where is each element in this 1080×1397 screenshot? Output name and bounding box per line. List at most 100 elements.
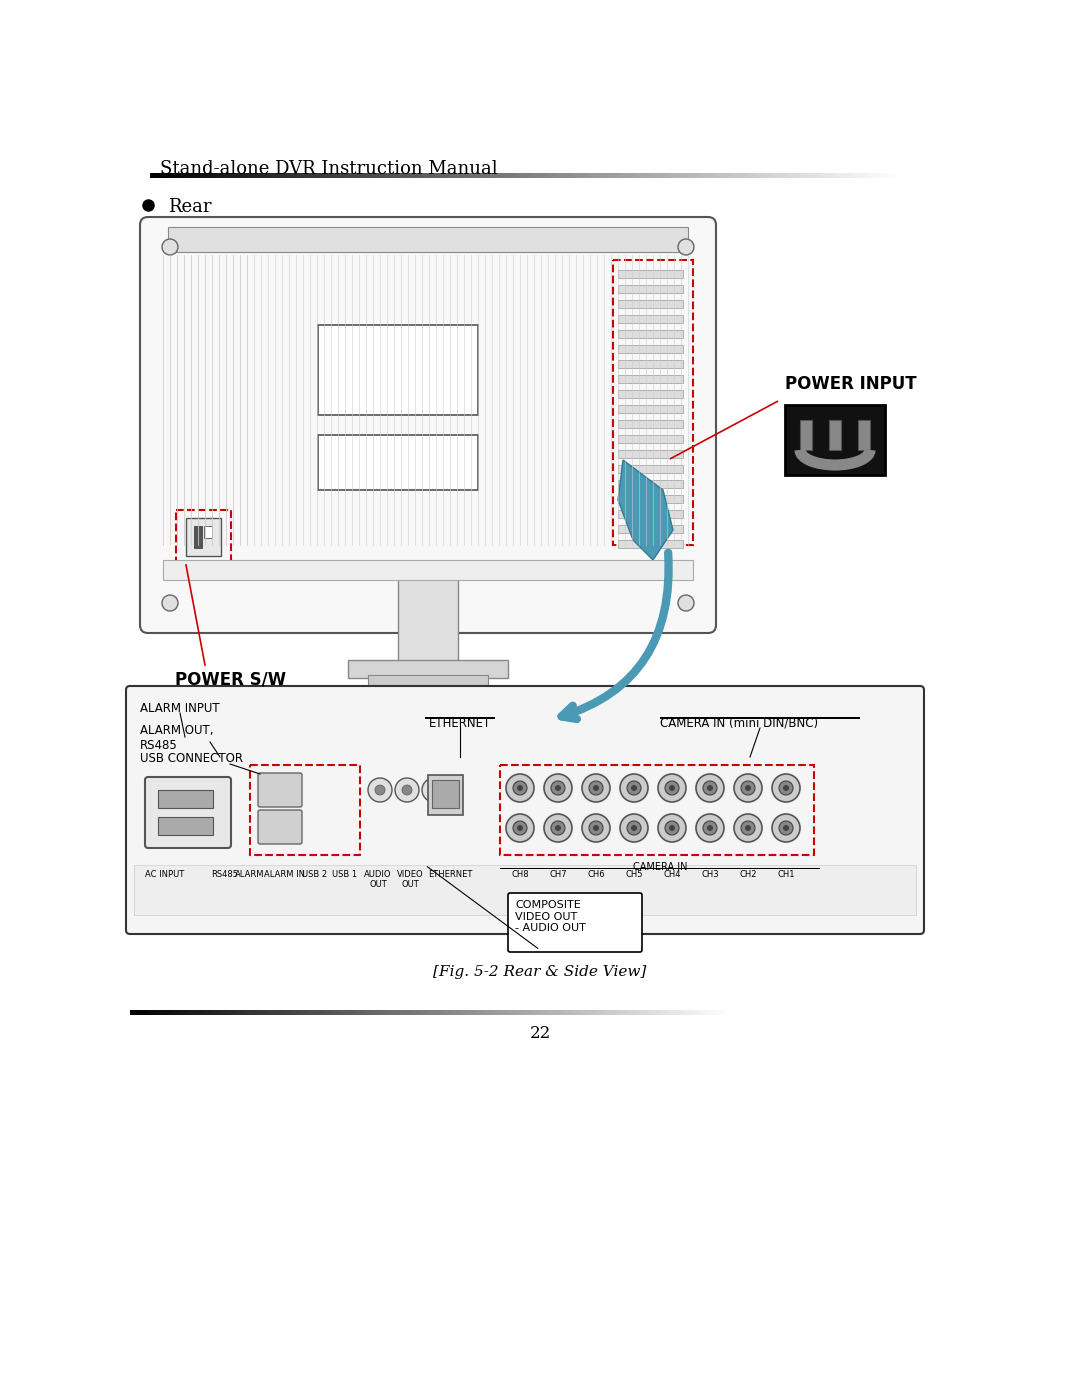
Bar: [151, 1010, 154, 1016]
Bar: [365, 173, 367, 177]
Bar: [327, 173, 330, 177]
Bar: [421, 1010, 424, 1016]
Bar: [588, 173, 590, 177]
Bar: [556, 1010, 559, 1016]
Bar: [349, 1010, 352, 1016]
Bar: [646, 1010, 649, 1016]
Circle shape: [658, 774, 686, 802]
Bar: [249, 173, 253, 177]
Bar: [852, 173, 855, 177]
Bar: [600, 1010, 604, 1016]
Bar: [635, 173, 637, 177]
Circle shape: [620, 814, 648, 842]
Bar: [487, 173, 490, 177]
Bar: [567, 173, 570, 177]
Text: POWER S/W: POWER S/W: [175, 671, 286, 687]
Bar: [283, 1010, 286, 1016]
Bar: [723, 173, 725, 177]
Circle shape: [507, 774, 534, 802]
Circle shape: [429, 785, 438, 795]
Bar: [514, 1010, 517, 1016]
Circle shape: [593, 785, 599, 791]
Circle shape: [162, 595, 178, 610]
Bar: [457, 1010, 460, 1016]
Circle shape: [741, 821, 755, 835]
Bar: [428, 775, 463, 814]
Bar: [418, 173, 420, 177]
Bar: [757, 173, 760, 177]
Bar: [409, 1010, 411, 1016]
Bar: [565, 1010, 568, 1016]
Bar: [435, 173, 437, 177]
Text: CH2: CH2: [739, 870, 757, 879]
Bar: [253, 1010, 256, 1016]
Circle shape: [368, 778, 392, 802]
Bar: [232, 173, 235, 177]
Bar: [618, 420, 683, 427]
Bar: [286, 1010, 289, 1016]
Bar: [618, 330, 683, 338]
Bar: [240, 173, 243, 177]
Bar: [610, 173, 612, 177]
Bar: [885, 173, 888, 177]
Bar: [837, 173, 840, 177]
Bar: [508, 1010, 511, 1016]
Bar: [156, 173, 158, 177]
Bar: [705, 173, 707, 177]
Bar: [750, 173, 753, 177]
Bar: [247, 1010, 249, 1016]
Bar: [745, 173, 747, 177]
Bar: [170, 173, 173, 177]
Bar: [208, 1010, 211, 1016]
Bar: [310, 173, 312, 177]
Bar: [370, 173, 373, 177]
Bar: [295, 173, 297, 177]
Bar: [428, 173, 430, 177]
Bar: [158, 173, 160, 177]
Bar: [700, 1010, 703, 1016]
Bar: [217, 1010, 220, 1016]
Bar: [867, 173, 870, 177]
Bar: [613, 260, 693, 545]
Bar: [586, 1010, 589, 1016]
Bar: [150, 173, 154, 177]
Bar: [789, 173, 793, 177]
Bar: [244, 1010, 247, 1016]
Bar: [249, 766, 360, 855]
Text: CH7: CH7: [550, 870, 567, 879]
Bar: [373, 173, 375, 177]
Bar: [450, 173, 453, 177]
Bar: [405, 173, 407, 177]
Bar: [465, 173, 468, 177]
Bar: [276, 1010, 280, 1016]
Bar: [217, 173, 220, 177]
Bar: [529, 1010, 532, 1016]
Bar: [845, 173, 848, 177]
Bar: [391, 1010, 394, 1016]
Bar: [247, 173, 249, 177]
Circle shape: [517, 826, 523, 831]
Bar: [192, 173, 195, 177]
Bar: [190, 1010, 193, 1016]
Bar: [443, 173, 445, 177]
Bar: [652, 173, 654, 177]
Bar: [418, 1010, 421, 1016]
Bar: [228, 173, 230, 177]
Bar: [165, 173, 167, 177]
Bar: [293, 173, 295, 177]
Bar: [585, 173, 588, 177]
Bar: [637, 1010, 640, 1016]
Bar: [485, 173, 487, 177]
Bar: [287, 173, 291, 177]
Bar: [411, 1010, 415, 1016]
Text: RS485: RS485: [212, 870, 239, 879]
Bar: [590, 173, 593, 177]
Text: COMPOSITE
VIDEO OUT
- AUDIO OUT: COMPOSITE VIDEO OUT - AUDIO OUT: [515, 900, 585, 933]
Bar: [618, 360, 683, 367]
Bar: [610, 1010, 613, 1016]
Bar: [618, 270, 683, 278]
Text: ETHERNET: ETHERNET: [428, 870, 472, 879]
Bar: [502, 173, 505, 177]
Bar: [795, 173, 797, 177]
Bar: [193, 1010, 195, 1016]
